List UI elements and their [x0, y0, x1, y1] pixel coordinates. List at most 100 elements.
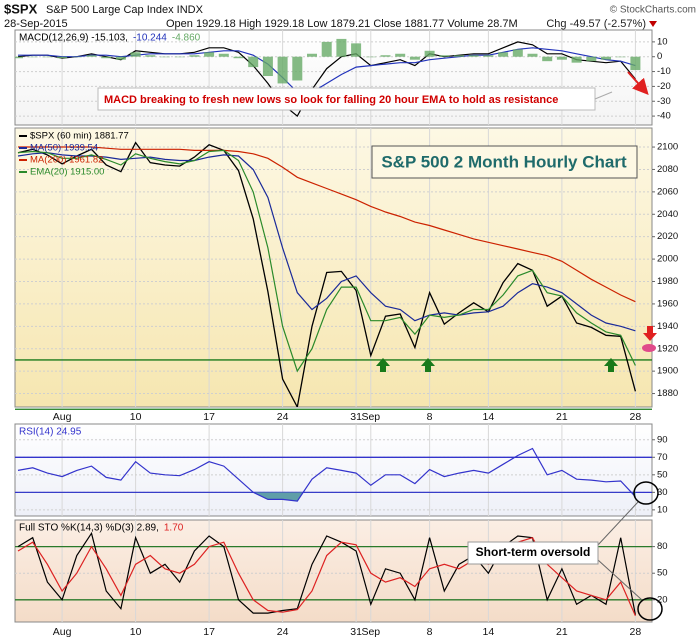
histogram-bar — [365, 56, 376, 58]
histogram-bar — [86, 55, 97, 57]
y-tick-label: -10 — [657, 66, 671, 77]
x-tick-label: 21 — [556, 411, 568, 423]
sto-circle — [637, 597, 663, 621]
panel-background — [14, 29, 653, 126]
histogram-bar — [262, 56, 273, 77]
y-tick-label: 1900 — [657, 366, 678, 377]
x-tick-label: 10 — [130, 626, 142, 638]
date: 28-Sep-2015 — [4, 18, 68, 30]
panel-background — [14, 519, 653, 623]
up-arrow — [376, 358, 390, 372]
y-tick-label: 80 — [657, 541, 668, 552]
up-arrow — [421, 358, 435, 372]
histogram-bar — [483, 55, 494, 57]
x-tick-label: 17 — [203, 626, 215, 638]
y-tick-label: 50 — [657, 568, 668, 579]
histogram-bar — [160, 56, 170, 58]
histogram-bar — [233, 56, 244, 59]
histogram-bar — [71, 56, 82, 58]
histogram-bar — [174, 56, 185, 58]
y-tick-label: 2000 — [657, 254, 678, 265]
histogram-bar — [424, 50, 435, 57]
histogram-bar — [130, 52, 141, 57]
legend-label: MACD(12,26,9) -15.103, — [19, 33, 128, 44]
x-tick-label: Sep — [361, 411, 380, 423]
histogram-bar — [145, 55, 156, 57]
y-tick-label: 70 — [657, 452, 668, 463]
x-tick-label: 28 — [630, 626, 642, 638]
x-tick-label: 10 — [130, 411, 142, 423]
histogram-bar — [248, 56, 259, 68]
symbol: $SPX — [4, 1, 38, 16]
series-line — [18, 146, 636, 303]
histogram-bar — [27, 56, 38, 58]
histogram-bar — [351, 43, 362, 57]
histogram-bar — [204, 52, 215, 57]
histogram-bar — [512, 49, 523, 57]
histogram-bar — [439, 55, 450, 57]
y-tick-label: 1960 — [657, 298, 678, 309]
histogram-bar — [571, 56, 582, 63]
y-tick-label: -30 — [657, 96, 671, 107]
legend-label: MA(200) 1961.82 — [30, 155, 103, 166]
series-line — [17, 149, 636, 373]
series-line — [18, 47, 636, 93]
histogram-bar — [527, 53, 538, 57]
histogram-bar — [542, 56, 553, 62]
y-tick-label: 10 — [657, 36, 668, 47]
histogram-bar — [292, 56, 303, 81]
histogram-bar — [409, 56, 420, 60]
y-tick-label: 2040 — [657, 209, 678, 220]
change: Chg -49.57 (-2.57%) — [546, 18, 646, 30]
histogram-bar — [189, 55, 200, 57]
legend-label: -10.244 — [133, 33, 167, 44]
x-tick-label: 31 — [350, 411, 362, 423]
pointer — [597, 559, 643, 601]
legend-label: Full STO %K(14,3) %D(3) 2.89, — [19, 523, 159, 534]
down-arrow — [643, 326, 657, 341]
y-tick-label: 2100 — [657, 142, 678, 153]
y-tick-label: -40 — [657, 111, 671, 122]
histogram-bar — [454, 55, 464, 57]
histogram-bar — [307, 53, 317, 57]
annotations: MACD breaking to fresh new lows so look … — [97, 71, 663, 621]
y-tick-label: 50 — [657, 469, 668, 480]
rsi-circle — [633, 481, 659, 505]
histogram-bar — [556, 56, 567, 60]
y-tick-label: 20 — [657, 594, 668, 605]
y-tick-label: 0 — [657, 51, 662, 62]
histogram-bar — [498, 52, 509, 57]
macd-note: MACD breaking to fresh new lows so look … — [104, 94, 558, 106]
x-tick-label: 31 — [350, 626, 362, 638]
y-tick-label: 2060 — [657, 186, 678, 197]
x-tick-label: 17 — [203, 411, 215, 423]
y-tick-label: 1880 — [657, 388, 678, 399]
quote: Open 1929.18 High 1929.18 Low 1879.21 Cl… — [166, 18, 518, 30]
series-line — [17, 536, 636, 617]
y-tick-label: 90 — [657, 434, 668, 445]
x-tick-label: 21 — [556, 626, 568, 638]
x-tick-label: 8 — [427, 626, 433, 638]
series-line — [17, 152, 636, 332]
histogram-bar — [468, 55, 479, 57]
resistance-marker — [642, 344, 656, 352]
histogram-bar — [115, 56, 126, 60]
y-tick-label: 10 — [657, 504, 668, 515]
index-name: S&P 500 Large Cap Index INDX — [46, 4, 204, 16]
y-tick-label: -20 — [657, 81, 671, 92]
series-line — [17, 41, 636, 118]
legend-label: -4.860 — [172, 33, 201, 44]
title-box — [371, 145, 638, 179]
histogram-bar — [601, 56, 611, 60]
x-tick-label: 14 — [483, 626, 495, 638]
note-pointer — [594, 91, 613, 100]
legend-label: MA(50) 1939.54 — [30, 143, 98, 154]
histogram-bar — [630, 56, 641, 71]
histogram-bar — [615, 56, 626, 58]
histogram-bar — [395, 53, 406, 57]
y-tick-label: 1920 — [657, 343, 678, 354]
histogram-bar — [218, 53, 229, 57]
y-tick-label: 2080 — [657, 164, 678, 175]
panel-background — [14, 423, 653, 517]
